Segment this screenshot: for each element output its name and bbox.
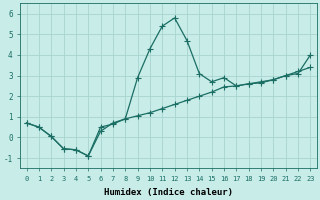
X-axis label: Humidex (Indice chaleur): Humidex (Indice chaleur) — [104, 188, 233, 197]
